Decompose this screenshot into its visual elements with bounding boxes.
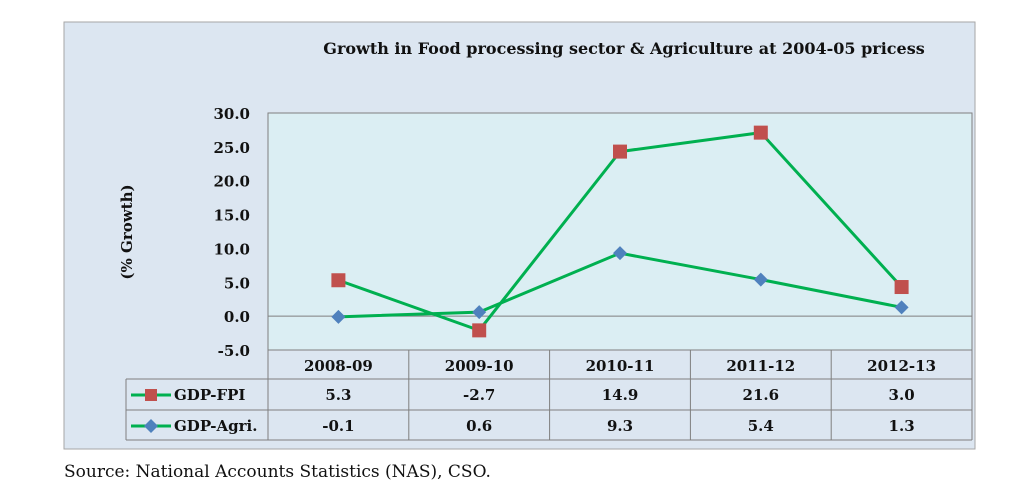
- x-category-label: 2010-11: [586, 357, 655, 375]
- data-table-value: 0.6: [466, 417, 492, 435]
- data-point-diamond: [331, 309, 346, 324]
- y-tick-label: 5.0: [224, 274, 250, 292]
- x-category-label: 2011-12: [726, 357, 795, 375]
- x-category-label: 2008-09: [304, 357, 373, 375]
- data-table-value: 9.3: [607, 417, 633, 435]
- data-table-value: -2.7: [463, 386, 495, 404]
- data-table-value: 14.9: [602, 386, 639, 404]
- legend-label: GDP-FPI: [174, 386, 245, 404]
- data-table-value: 5.3: [325, 386, 351, 404]
- legend-square-marker: [145, 389, 157, 401]
- data-point-square: [613, 144, 627, 159]
- y-tick-label: -5.0: [218, 342, 250, 360]
- data-table-value: 1.3: [889, 417, 915, 435]
- x-category-label: 2009-10: [445, 357, 514, 375]
- data-table-value: 5.4: [748, 417, 774, 435]
- legend-diamond-marker: [144, 419, 158, 433]
- y-tick-label: 25.0: [213, 139, 250, 157]
- y-tick-label: 30.0: [213, 105, 250, 123]
- data-table-value: -0.1: [322, 417, 354, 435]
- y-tick-label: 0.0: [224, 308, 250, 326]
- data-point-diamond: [894, 300, 909, 315]
- data-point-diamond: [753, 272, 768, 287]
- data-point-square: [472, 323, 487, 338]
- data-point-square: [894, 280, 909, 295]
- chart: Growth in Food processing sector & Agric…: [63, 21, 976, 450]
- data-table-value: 21.6: [743, 386, 780, 404]
- data-table-value: 3.0: [889, 386, 915, 404]
- data-point-square: [331, 273, 346, 288]
- data-point-square: [753, 125, 768, 140]
- y-tick-label: 15.0: [213, 207, 250, 225]
- data-point-diamond: [613, 246, 627, 261]
- source-note: Source: National Accounts Statistics (NA…: [64, 462, 491, 482]
- y-tick-label: 20.0: [213, 173, 250, 191]
- data-point-diamond: [472, 305, 487, 320]
- y-tick-label: 10.0: [213, 240, 250, 258]
- chart-title: Growth in Food processing sector & Agric…: [323, 39, 924, 58]
- y-axis-label: (% Growth): [118, 184, 136, 279]
- legend-label: GDP-Agri.: [174, 417, 257, 435]
- x-category-label: 2012-13: [867, 357, 936, 375]
